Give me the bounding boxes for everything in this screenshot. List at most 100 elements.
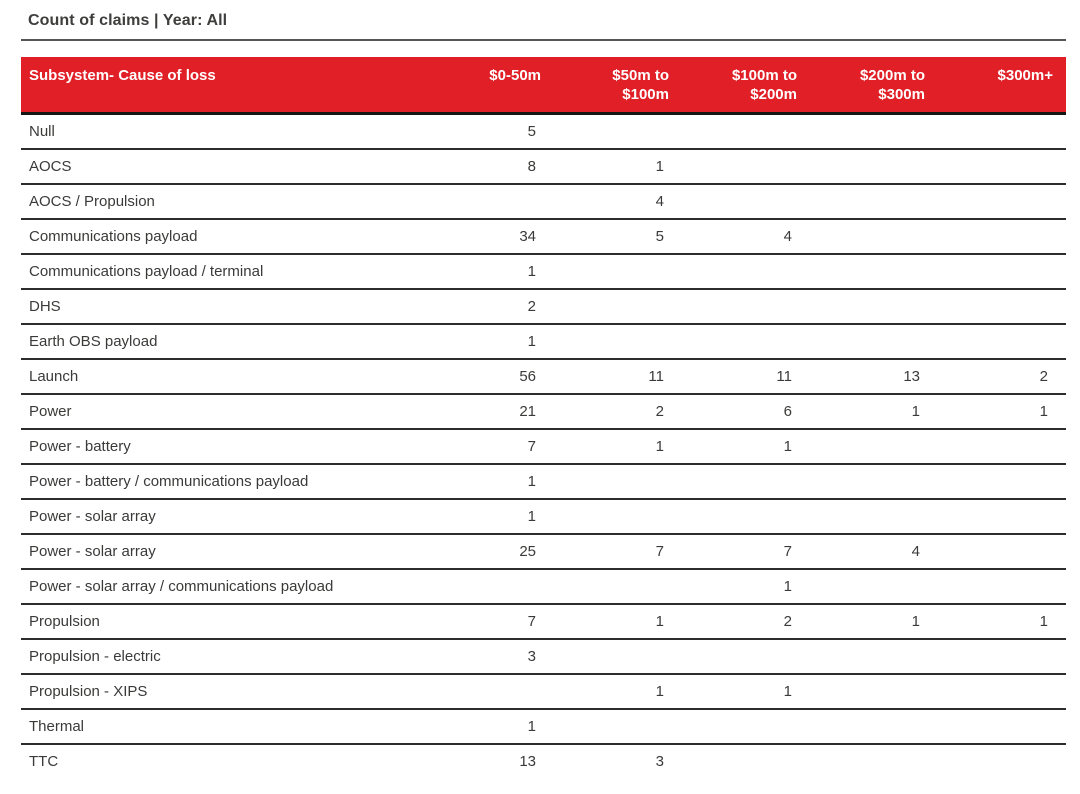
header-cell-range: $50m to $100m <box>554 57 682 115</box>
cell-value <box>938 219 1066 255</box>
cell-value <box>682 113 810 150</box>
cell-value: 2 <box>682 604 810 640</box>
table-body: Null 5 AOCS 8 1 AOCS / Propulsion 4 Communicati… <box>21 113 1066 779</box>
cell-value: 3 <box>655 753 664 770</box>
cell-value <box>810 289 938 325</box>
cell-value <box>810 464 938 500</box>
cell-value: 1 <box>938 394 1066 430</box>
cell-value <box>682 254 810 290</box>
cell-value <box>554 254 682 290</box>
table-row: Power - solar array 25 7 7 4 <box>21 534 1066 570</box>
cell-value <box>554 464 682 500</box>
cell-value <box>682 499 810 535</box>
report-page: Count of claims | Year: All Subsystem- C… <box>21 12 1066 778</box>
table-row: Power 21 2 6 1 1 <box>21 394 1066 430</box>
cell-value: 34 <box>426 219 554 255</box>
row-label: Propulsion <box>21 604 426 640</box>
cell-value <box>682 149 810 185</box>
cell-value: 1 <box>682 429 810 465</box>
row-label: Earth OBS payload <box>21 324 426 360</box>
cell-value <box>682 744 810 778</box>
cell-value: 21 <box>426 394 554 430</box>
row-label: Propulsion - electric <box>21 639 426 675</box>
table-row: Earth OBS payload 1 <box>21 324 1066 360</box>
row-label: Launch <box>21 359 426 395</box>
cell-value: 56 <box>426 359 554 395</box>
header-cell-range: $0-50m <box>426 57 554 115</box>
cell-value <box>810 674 938 710</box>
table-row: Power - battery 7 1 1 <box>21 429 1066 465</box>
title-divider <box>21 39 1066 41</box>
cell-value: 2 <box>938 359 1066 395</box>
table-row: Power - battery / communications payload… <box>21 464 1066 500</box>
cell-value <box>810 429 938 465</box>
cell-value: 6 <box>682 394 810 430</box>
row-label: TTC <box>29 753 59 770</box>
cell-value: 13 <box>810 359 938 395</box>
cell-value <box>810 184 938 220</box>
row-label: Propulsion - XIPS <box>21 674 426 710</box>
cell-value <box>554 289 682 325</box>
table-row: TTC 13 3 <box>21 744 1066 778</box>
cell-value <box>554 639 682 675</box>
cell-value: 11 <box>682 359 810 395</box>
cell-value: 2 <box>554 394 682 430</box>
cell-value <box>426 184 554 220</box>
cell-value: 1 <box>810 394 938 430</box>
cell-value <box>810 639 938 675</box>
table-header-row: Subsystem- Cause of loss $0-50m $50m to $1… <box>21 57 1066 115</box>
cell-value: 1 <box>554 604 682 640</box>
cell-value: 25 <box>426 534 554 570</box>
cell-value <box>554 709 682 745</box>
table-row: Power - solar array 1 <box>21 499 1066 535</box>
cell-value <box>938 639 1066 675</box>
table-row: Communications payload / terminal 1 <box>21 254 1066 290</box>
cell-value: 1 <box>810 604 938 640</box>
cell-value <box>938 184 1066 220</box>
table-row: Propulsion - XIPS 1 1 <box>21 674 1066 710</box>
cell-value <box>810 149 938 185</box>
page-title: Count of claims | Year: All <box>28 12 228 29</box>
cell-value: 13 <box>519 753 536 770</box>
cell-value <box>938 744 1066 778</box>
cell-value: 8 <box>426 149 554 185</box>
cell-value: 1 <box>682 674 810 710</box>
table-row: Communications payload 34 5 4 <box>21 219 1066 255</box>
cell-value: 7 <box>426 429 554 465</box>
cell-value <box>938 499 1066 535</box>
cell-value <box>938 324 1066 360</box>
cell-value <box>810 113 938 150</box>
cell-value <box>682 464 810 500</box>
cell-value: 5 <box>554 219 682 255</box>
row-label: Null <box>21 113 426 150</box>
cell-value <box>810 254 938 290</box>
claims-count-table: Subsystem- Cause of loss $0-50m $50m to $1… <box>21 57 1066 778</box>
table-row: Propulsion 7 1 2 1 1 <box>21 604 1066 640</box>
cell-value <box>938 674 1066 710</box>
row-label: Communications payload / terminal <box>21 254 426 290</box>
row-label: Thermal <box>21 709 426 745</box>
header-cell-subsystem: Subsystem- Cause of loss <box>21 57 426 115</box>
cell-value: 4 <box>554 184 682 220</box>
cell-value <box>554 499 682 535</box>
cell-value <box>810 709 938 745</box>
cell-value: 7 <box>426 604 554 640</box>
table-row: DHS 2 <box>21 289 1066 325</box>
cell-value <box>938 289 1066 325</box>
cell-value <box>426 569 554 605</box>
cell-value: 2 <box>426 289 554 325</box>
table-row: Thermal 1 <box>21 709 1066 745</box>
row-label: Power - solar array / communications pay… <box>21 569 426 605</box>
row-label: Power - solar array <box>21 499 426 535</box>
row-label: Power - battery <box>21 429 426 465</box>
cell-value: 1 <box>426 254 554 290</box>
cell-value <box>938 254 1066 290</box>
header-cell-range: $200m to $300m <box>810 57 938 115</box>
cell-value <box>810 219 938 255</box>
cell-value <box>810 744 938 778</box>
cell-value: 7 <box>554 534 682 570</box>
cell-value: 1 <box>682 569 810 605</box>
cell-value <box>810 324 938 360</box>
table-row: Power - solar array / communications pay… <box>21 569 1066 605</box>
table-row: AOCS / Propulsion 4 <box>21 184 1066 220</box>
